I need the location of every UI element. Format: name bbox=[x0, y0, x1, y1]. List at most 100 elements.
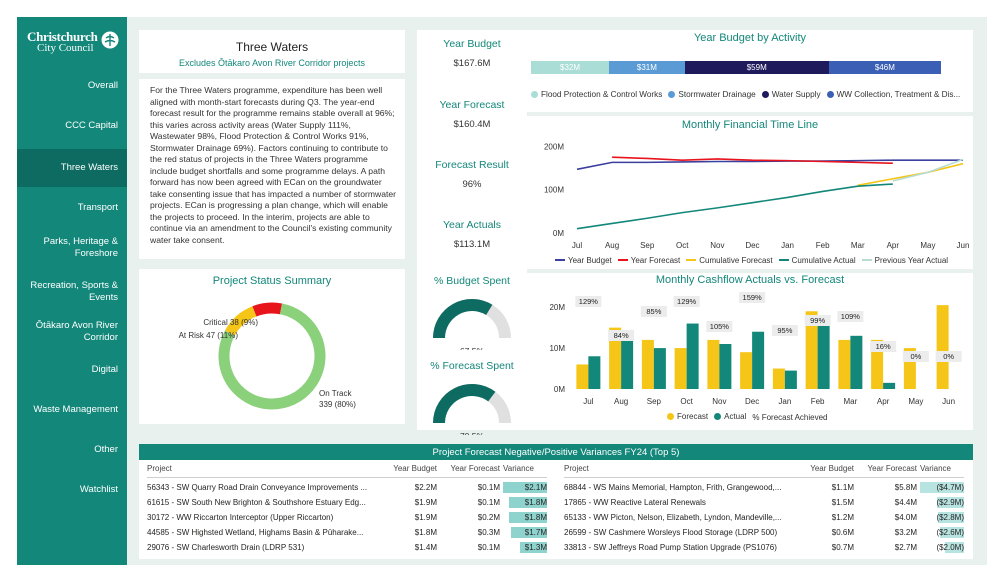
bar-forecast[interactable] bbox=[740, 352, 753, 389]
header-divider bbox=[147, 477, 547, 478]
bar-actual[interactable] bbox=[621, 335, 634, 389]
pct-achieved-label: 109% bbox=[841, 312, 861, 321]
pct-label-bg bbox=[804, 315, 831, 326]
cell-project: 65133 - WW Picton, Nelson, Elizabeth, Ly… bbox=[564, 513, 782, 522]
variance-header-bar: Project Forecast Negative/Positive Varia… bbox=[139, 444, 973, 460]
table-row[interactable]: 44585 - SW Highsted Wetland, Highams Bas… bbox=[147, 526, 547, 541]
y-tick-label: 0M bbox=[554, 385, 565, 394]
bar-actual[interactable] bbox=[653, 348, 666, 389]
nav-item[interactable]: Ōtākaro Avon River Corridor bbox=[35, 319, 118, 344]
table-row[interactable]: 33813 - SW Jeffreys Road Pump Station Up… bbox=[564, 541, 964, 556]
bar-forecast[interactable] bbox=[871, 339, 884, 389]
legend-item: Flood Protection & Control Works bbox=[531, 90, 662, 99]
bar-actual[interactable] bbox=[719, 344, 732, 389]
x-tick-label: Mar bbox=[851, 241, 865, 250]
x-tick-label: Jun bbox=[957, 241, 970, 250]
donut-slice-critical bbox=[252, 302, 283, 317]
bar-actual[interactable] bbox=[850, 335, 863, 389]
bar-forecast[interactable] bbox=[641, 339, 654, 389]
nav-item[interactable]: Overall bbox=[87, 79, 118, 91]
bar-forecast[interactable] bbox=[936, 305, 949, 389]
activity-segment[interactable]: $32M bbox=[531, 61, 610, 74]
cell-budget: $2.2M bbox=[414, 483, 437, 492]
gauge-fill bbox=[433, 384, 496, 424]
cashflow-legend: Forecast Actual % Forecast Achieved bbox=[667, 412, 967, 422]
pct-achieved-label: 129% bbox=[677, 297, 697, 306]
legend-label: Previous Year Actual bbox=[874, 255, 949, 265]
bar-forecast[interactable] bbox=[772, 368, 785, 389]
column-header-budget[interactable]: Year Budget bbox=[810, 464, 854, 473]
table-row[interactable]: 26599 - SW Cashmere Worsleys Flood Stora… bbox=[564, 526, 964, 541]
x-tick-label: Feb bbox=[816, 241, 830, 250]
table-row[interactable]: 29076 - SW Charlesworth Drain (LDRP 531)… bbox=[147, 541, 547, 556]
bar-forecast[interactable] bbox=[805, 311, 818, 389]
cell-forecast: $5.8M bbox=[894, 483, 917, 492]
legend-label: Water Supply bbox=[771, 90, 821, 99]
legend-label: Year Forecast bbox=[630, 255, 681, 265]
cell-variance: ($2.6M) bbox=[936, 528, 964, 537]
legend-item: Year Budget bbox=[555, 256, 612, 265]
activity-segment[interactable]: $46M bbox=[828, 61, 941, 74]
column-header-forecast[interactable]: Year Forecast bbox=[450, 464, 500, 473]
table-row[interactable]: 65133 - WW Picton, Nelson, Elizabeth, Ly… bbox=[564, 511, 964, 526]
nav-item[interactable]: Other bbox=[94, 443, 118, 455]
table-row[interactable]: 17865 - WW Reactive Lateral Renewals $1.5… bbox=[564, 496, 964, 511]
logo-line1: Christchurch bbox=[27, 29, 98, 44]
cell-project: 56343 - SW Quarry Road Drain Conveyance … bbox=[147, 483, 367, 492]
nav-item[interactable]: Recreation, Sports & Events bbox=[30, 279, 118, 304]
activity-segment[interactable]: $31M bbox=[609, 61, 685, 74]
bar-actual[interactable] bbox=[817, 315, 830, 389]
bar-forecast[interactable] bbox=[838, 339, 851, 389]
column-header-forecast[interactable]: Year Forecast bbox=[867, 464, 917, 473]
bar-actual[interactable] bbox=[752, 331, 765, 389]
nav-item[interactable]: Watchlist bbox=[79, 483, 118, 495]
activity-segment[interactable]: $59M bbox=[684, 61, 829, 74]
bar-actual[interactable] bbox=[588, 356, 601, 389]
legend-item: Actual bbox=[714, 412, 746, 421]
column-header-project[interactable]: Project bbox=[564, 464, 589, 473]
column-header-budget[interactable]: Year Budget bbox=[393, 464, 437, 473]
gauge-value: 70.5% bbox=[460, 431, 485, 435]
project-status-title: Project Status Summary bbox=[212, 275, 332, 287]
nav-item[interactable]: Parks, Heritage & Foreshore bbox=[43, 235, 118, 260]
legend-line-icon bbox=[686, 259, 697, 261]
table-row[interactable]: 61615 - SW South New Brighton & Southsho… bbox=[147, 496, 547, 511]
nav-item[interactable]: Digital bbox=[91, 363, 118, 375]
gauge-fill bbox=[433, 299, 493, 339]
column-header-project[interactable]: Project bbox=[147, 464, 172, 473]
cell-forecast: $0.1M bbox=[477, 543, 500, 552]
kpi-year-forecast-label: Year Forecast bbox=[439, 99, 505, 111]
bar-actual[interactable] bbox=[784, 370, 797, 389]
nav-item[interactable]: Transport bbox=[77, 201, 118, 213]
bar-actual[interactable] bbox=[883, 382, 896, 389]
pct-achieved-label: 99% bbox=[810, 316, 825, 325]
pct-label-bg bbox=[706, 321, 733, 332]
x-tick-label: Jul bbox=[583, 397, 593, 406]
table-row[interactable]: 56343 - SW Quarry Road Drain Conveyance … bbox=[147, 481, 547, 496]
cell-forecast: $4.0M bbox=[894, 513, 917, 522]
bar-forecast[interactable] bbox=[609, 327, 622, 389]
variance-title: Project Forecast Negative/Positive Varia… bbox=[432, 447, 680, 458]
column-header-variance[interactable]: Variance bbox=[503, 464, 534, 473]
column-header-variance[interactable]: Variance bbox=[920, 464, 951, 473]
budget-spent-gauge: 67.5% bbox=[433, 299, 511, 350]
budget-activity-legend: Flood Protection & Control Works Stormwat… bbox=[531, 90, 971, 100]
nav-item[interactable]: Waste Management bbox=[33, 403, 118, 415]
table-row[interactable]: 68844 - WS Mains Memorial, Hampton, Frit… bbox=[564, 481, 964, 496]
cell-forecast: $0.1M bbox=[477, 483, 500, 492]
legend-item: Cumulative Actual bbox=[778, 256, 856, 265]
page-subtitle: Excludes Ōtākaro Avon River Corridor pro… bbox=[179, 58, 365, 68]
x-tick-label: Jan bbox=[778, 397, 791, 406]
bar-forecast[interactable] bbox=[674, 348, 687, 389]
timeline-line-chart: 0M 100M 200M Jul Aug Sep Oct Nov Dec Jan Feb Mar Apr… bbox=[544, 142, 970, 250]
cell-variance: $1.8M bbox=[524, 498, 547, 507]
bar-forecast[interactable] bbox=[576, 364, 589, 389]
table-row[interactable]: 30172 - WW Riccarton Interceptor (Upper … bbox=[147, 511, 547, 526]
cell-budget: $1.4M bbox=[414, 543, 437, 552]
pct-label-bg bbox=[575, 296, 602, 307]
bar-actual[interactable] bbox=[686, 323, 699, 389]
nav-item[interactable]: CCC Capital bbox=[65, 119, 118, 131]
bar-forecast[interactable] bbox=[707, 339, 720, 389]
nav-item[interactable]: Three Waters bbox=[17, 149, 127, 187]
x-tick-label: Jun bbox=[942, 397, 955, 406]
